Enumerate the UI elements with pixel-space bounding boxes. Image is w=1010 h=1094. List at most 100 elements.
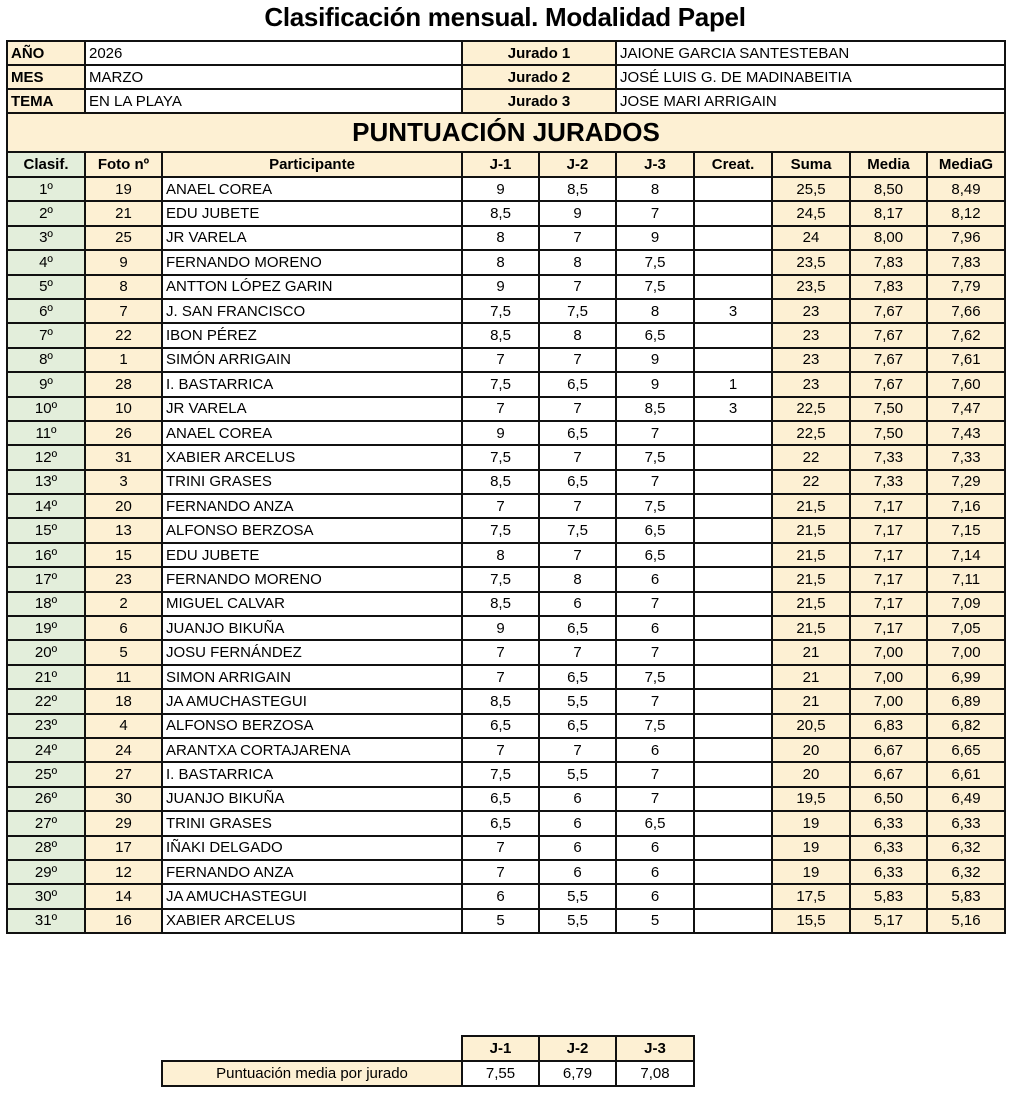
cell-clasif[interactable]: 8º <box>6 346 86 374</box>
cell-j2[interactable]: 6 <box>538 834 617 861</box>
cell-mediag[interactable]: 6,33 <box>925 810 1007 837</box>
cell-j3[interactable]: 6 <box>615 566 695 593</box>
cell-suma[interactable]: 21,5 <box>771 566 851 593</box>
cell-creat[interactable]: 3 <box>693 395 773 422</box>
cell-participante[interactable]: XABIER ARCELUS <box>161 907 463 935</box>
cell-j3[interactable]: 9 <box>615 224 695 252</box>
cell-j3[interactable]: 6,5 <box>615 810 695 837</box>
cell-j2[interactable]: 7 <box>538 395 617 422</box>
cell-j3[interactable]: 7 <box>615 590 695 618</box>
cell-clasif[interactable]: 1º <box>6 175 86 203</box>
cell-clasif[interactable]: 30º <box>6 883 86 910</box>
cell-participante[interactable]: JR VARELA <box>161 395 463 422</box>
cell-suma[interactable]: 17,5 <box>771 883 851 910</box>
cell-j2[interactable]: 6 <box>538 858 617 886</box>
cell-mediag[interactable]: 6,82 <box>925 712 1007 740</box>
cell-media[interactable]: 7,67 <box>849 346 928 374</box>
cell-suma[interactable]: 21,5 <box>771 493 851 520</box>
cell-mediag[interactable]: 5,16 <box>925 907 1007 935</box>
cell-clasif[interactable]: 17º <box>6 566 86 593</box>
cell-j3[interactable]: 8,5 <box>615 395 695 422</box>
cell-j2[interactable]: 7 <box>538 346 617 374</box>
cell-participante[interactable]: IÑAKI DELGADO <box>161 834 463 861</box>
cell-creat[interactable] <box>693 444 773 471</box>
cell-creat[interactable] <box>693 785 773 813</box>
cell-j3[interactable]: 5 <box>615 907 695 935</box>
cell-clasif[interactable]: 21º <box>6 663 86 691</box>
cell-media[interactable]: 7,83 <box>849 249 928 276</box>
cell-suma[interactable]: 19 <box>771 834 851 861</box>
cell-j2[interactable]: 5,5 <box>538 688 617 715</box>
cell-foto[interactable]: 7 <box>84 297 163 325</box>
cell-clasif[interactable]: 20º <box>6 639 86 666</box>
cell-creat[interactable] <box>693 468 773 496</box>
cell-media[interactable]: 7,17 <box>849 566 928 593</box>
cell-j1[interactable]: 7,5 <box>461 761 540 788</box>
cell-foto[interactable]: 20 <box>84 493 163 520</box>
cell-creat[interactable] <box>693 663 773 691</box>
cell-j1[interactable]: 8 <box>461 249 540 276</box>
cell-j1[interactable]: 7 <box>461 395 540 422</box>
cell-creat[interactable]: 1 <box>693 371 773 398</box>
cell-foto[interactable]: 13 <box>84 517 163 544</box>
cell-j1[interactable]: 7,5 <box>461 297 540 325</box>
cell-j3[interactable]: 7,5 <box>615 273 695 300</box>
cell-creat[interactable] <box>693 883 773 910</box>
cell-participante[interactable]: IBON PÉREZ <box>161 322 463 349</box>
cell-creat[interactable] <box>693 175 773 203</box>
jurado2-value[interactable]: JOSÉ LUIS G. DE MADINABEITIA <box>614 64 1007 90</box>
cell-creat[interactable]: 3 <box>693 297 773 325</box>
cell-creat[interactable] <box>693 712 773 740</box>
cell-j2[interactable]: 8 <box>538 322 617 349</box>
cell-participante[interactable]: MIGUEL CALVAR <box>161 590 463 618</box>
cell-clasif[interactable]: 13º <box>6 468 86 496</box>
cell-foto[interactable]: 5 <box>84 639 163 666</box>
cell-j1[interactable]: 8,5 <box>461 200 540 227</box>
summary-value-j1[interactable]: 7,55 <box>461 1060 540 1087</box>
cell-participante[interactable]: I. BASTARRICA <box>161 761 463 788</box>
cell-j2[interactable]: 7 <box>538 493 617 520</box>
cell-media[interactable]: 7,50 <box>849 395 928 422</box>
cell-creat[interactable] <box>693 736 773 764</box>
cell-creat[interactable] <box>693 590 773 618</box>
cell-j1[interactable]: 9 <box>461 175 540 203</box>
cell-suma[interactable]: 21 <box>771 663 851 691</box>
cell-clasif[interactable]: 5º <box>6 273 86 300</box>
cell-suma[interactable]: 23 <box>771 297 851 325</box>
cell-media[interactable]: 6,50 <box>849 785 928 813</box>
cell-media[interactable]: 7,17 <box>849 541 928 569</box>
cell-foto[interactable]: 17 <box>84 834 163 861</box>
cell-j1[interactable]: 6,5 <box>461 712 540 740</box>
cell-j3[interactable]: 7 <box>615 785 695 813</box>
cell-suma[interactable]: 20,5 <box>771 712 851 740</box>
cell-foto[interactable]: 2 <box>84 590 163 618</box>
cell-j2[interactable]: 6,5 <box>538 419 617 447</box>
cell-j1[interactable]: 8,5 <box>461 322 540 349</box>
cell-suma[interactable]: 23 <box>771 346 851 374</box>
cell-j3[interactable]: 7,5 <box>615 493 695 520</box>
cell-participante[interactable]: XABIER ARCELUS <box>161 444 463 471</box>
cell-participante[interactable]: J. SAN FRANCISCO <box>161 297 463 325</box>
cell-creat[interactable] <box>693 688 773 715</box>
cell-j1[interactable]: 8 <box>461 224 540 252</box>
cell-j3[interactable]: 7,5 <box>615 712 695 740</box>
cell-creat[interactable] <box>693 322 773 349</box>
cell-j3[interactable]: 6 <box>615 736 695 764</box>
cell-mediag[interactable]: 7,14 <box>925 541 1007 569</box>
cell-media[interactable]: 7,33 <box>849 468 928 496</box>
cell-clasif[interactable]: 18º <box>6 590 86 618</box>
cell-j1[interactable]: 7 <box>461 493 540 520</box>
cell-j3[interactable]: 7,5 <box>615 663 695 691</box>
cell-clasif[interactable]: 24º <box>6 736 86 764</box>
cell-participante[interactable]: FERNANDO MORENO <box>161 249 463 276</box>
cell-creat[interactable] <box>693 566 773 593</box>
cell-j1[interactable]: 7 <box>461 858 540 886</box>
cell-foto[interactable]: 22 <box>84 322 163 349</box>
cell-suma[interactable]: 25,5 <box>771 175 851 203</box>
cell-media[interactable]: 5,17 <box>849 907 928 935</box>
cell-creat[interactable] <box>693 639 773 666</box>
cell-participante[interactable]: ANAEL COREA <box>161 419 463 447</box>
cell-participante[interactable]: TRINI GRASES <box>161 810 463 837</box>
cell-j1[interactable]: 7 <box>461 834 540 861</box>
year-value[interactable]: 2026 <box>84 40 463 66</box>
